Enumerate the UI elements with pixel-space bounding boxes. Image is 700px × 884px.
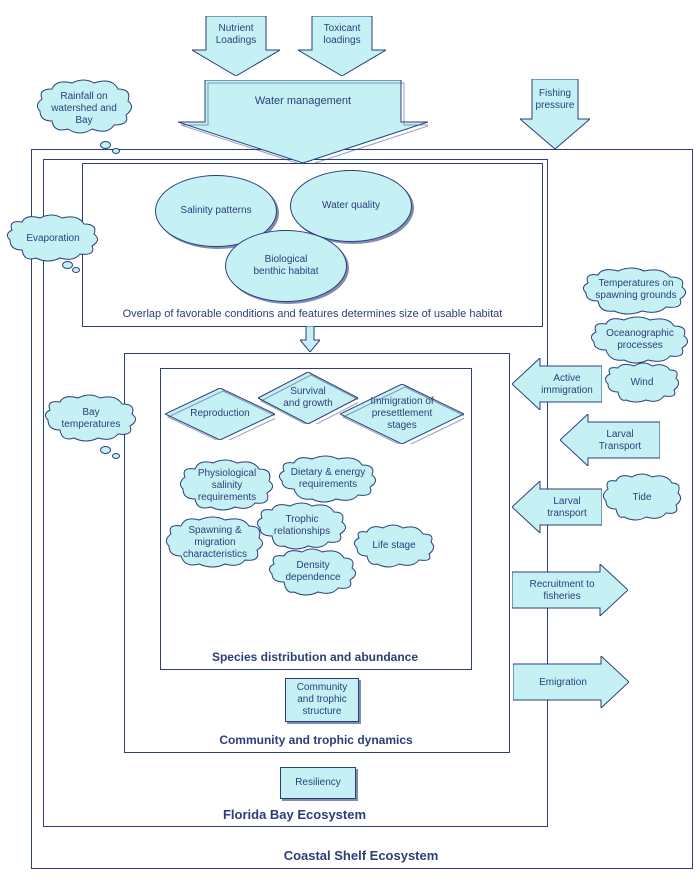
lifestage-text: Life stage	[364, 532, 423, 560]
svg-text:Loadings: Loadings	[216, 35, 257, 46]
svg-text:Toxicant: Toxicant	[324, 23, 361, 34]
resiliency-box: Resiliency	[280, 767, 356, 799]
evaporation-cloud: Evaporation	[4, 214, 102, 264]
svg-text:Larval: Larval	[553, 496, 580, 507]
svg-text:Transport: Transport	[599, 441, 642, 452]
svg-text:Recruitment to: Recruitment to	[529, 579, 594, 590]
waterquality-ellipse: Water quality	[290, 170, 412, 242]
svg-text:immigration: immigration	[541, 385, 593, 396]
activeimm-arrow: Active immigration	[512, 358, 602, 410]
species-label: Species distribution and abundance	[160, 650, 470, 664]
baytemp-dot1	[100, 446, 111, 454]
biohabitat-text: Biologicalbenthic habitat	[253, 254, 318, 278]
water-mgmt-arrow: Water management	[178, 80, 428, 163]
toxicant-arrow: Toxicant loadings	[298, 16, 386, 76]
svg-text:Water management: Water management	[255, 95, 351, 107]
habitat-caption: Overlap of favorable conditions and feat…	[90, 308, 535, 320]
dietenergy-text: Dietary & energyrequirements	[283, 459, 373, 499]
svg-text:fisheries: fisheries	[543, 591, 580, 602]
recruitment-arrow: Recruitment to fisheries	[512, 564, 628, 616]
rainfall-dot2	[112, 148, 120, 154]
density-cloud: Densitydependence	[266, 548, 360, 596]
svg-text:Nutrient: Nutrient	[218, 23, 253, 34]
nutrient-arrow: Nutrient Loadings	[192, 16, 280, 76]
tempspawn-cloud: Temperatures onspawning grounds	[580, 265, 692, 315]
spawnmig-text: Spawning &migrationcharacteristics	[175, 517, 255, 569]
svg-text:Fishing: Fishing	[539, 88, 571, 99]
baytemp-cloud: Baytemperatures	[42, 392, 140, 446]
immigration-diamond: Immigration ofpresettlementstages	[340, 384, 464, 444]
larvaltransport-arrow: Larval Transport	[560, 414, 660, 466]
svg-text:loadings: loadings	[323, 35, 360, 46]
oceanproc-cloud: Oceanographicprocesses	[588, 316, 692, 364]
habitat-to-community-arrow	[300, 326, 320, 352]
svg-text:transport: transport	[547, 508, 587, 519]
evap-dot2	[72, 267, 80, 273]
salinity-text: Salinity patterns	[180, 205, 251, 217]
fishing-arrow: Fishing pressure	[520, 79, 590, 149]
svg-text:Active: Active	[553, 373, 581, 384]
evaporation-text: Evaporation	[18, 225, 87, 253]
physsalinity-text: Physiologicalsalinityrequirements	[190, 460, 264, 512]
commtrophic-text: Communityand trophicstructure	[297, 682, 348, 718]
trophic-cloud: Trophicrelationships	[254, 502, 350, 550]
community-label: Community and trophic dynamics	[124, 733, 508, 747]
tempspawn-text: Temperatures onspawning grounds	[587, 270, 684, 310]
density-text: Densitydependence	[277, 552, 348, 592]
wind-cloud: Wind	[604, 362, 680, 404]
wind-text: Wind	[623, 369, 662, 397]
spawnmig-cloud: Spawning &migrationcharacteristics	[163, 514, 267, 572]
biohabitat-ellipse: Biologicalbenthic habitat	[225, 230, 347, 302]
emigration-arrow: Emigration	[513, 656, 629, 708]
dietenergy-cloud: Dietary & energyrequirements	[276, 455, 380, 503]
svg-text:pressure: pressure	[536, 100, 575, 111]
tide-text: Tide	[624, 484, 659, 512]
baytemp-dot2	[112, 453, 120, 459]
rainfall-cloud: Rainfall onwatershed andBay	[32, 77, 136, 141]
lifestage-cloud: Life stage	[351, 524, 437, 568]
larvaltransport2-arrow: Larval transport	[512, 481, 602, 533]
commtrophic-box: Communityand trophicstructure	[285, 678, 359, 722]
coastal-label: Coastal Shelf Ecosystem	[31, 848, 691, 863]
immigration-text: Immigration ofpresettlementstages	[366, 392, 437, 436]
waterquality-text: Water quality	[322, 200, 380, 212]
physsalinity-cloud: Physiologicalsalinityrequirements	[177, 457, 277, 515]
oceanproc-text: Oceanographicprocesses	[598, 320, 682, 360]
reproduction-text: Reproduction	[186, 404, 253, 424]
rainfall-text: Rainfall onwatershed andBay	[43, 83, 125, 135]
svg-text:Larval: Larval	[606, 429, 633, 440]
resiliency-text: Resiliency	[295, 777, 341, 789]
baytemp-text: Baytemperatures	[54, 399, 129, 439]
tide-cloud: Tide	[602, 471, 682, 525]
survival-text: Survivaland growth	[279, 382, 336, 414]
svg-text:Emigration: Emigration	[539, 677, 587, 688]
trophic-text: Trophicrelationships	[266, 506, 338, 546]
rainfall-dot1	[100, 141, 111, 149]
florida-label: Florida Bay Ecosystem	[43, 807, 546, 822]
